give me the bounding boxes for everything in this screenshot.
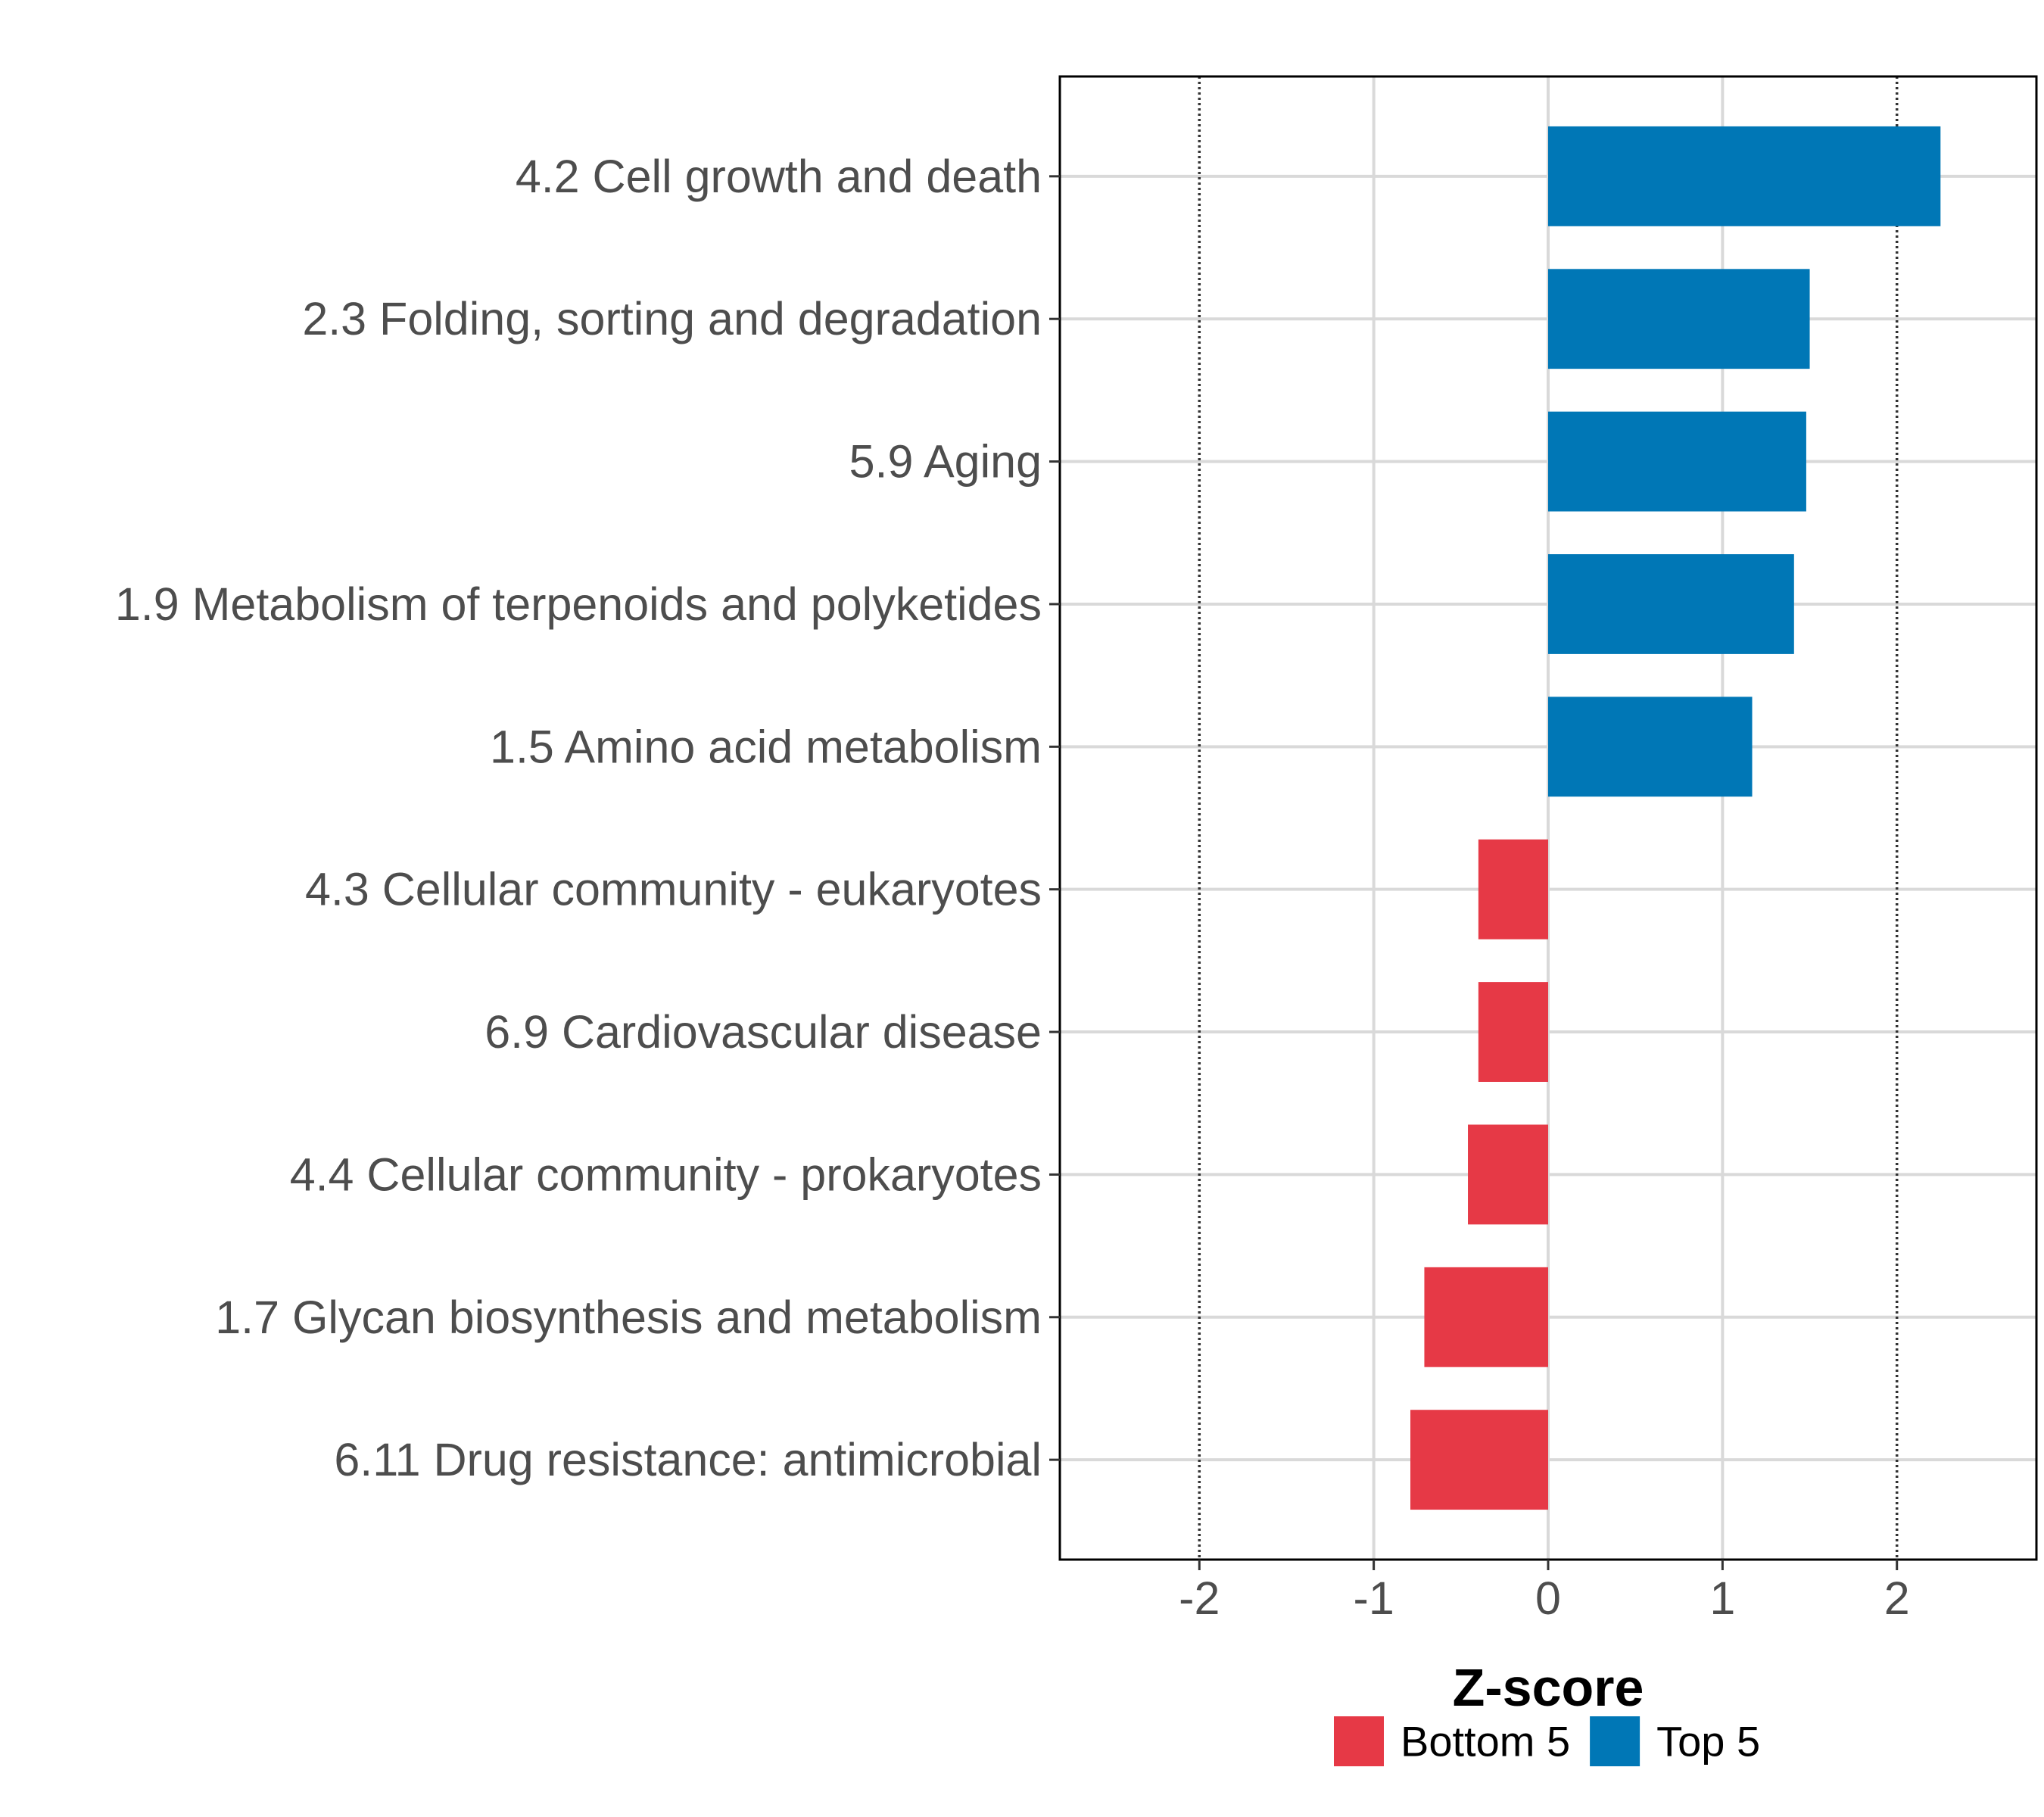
bar	[1548, 554, 1794, 654]
category-label: 2.3 Folding, sorting and degradation	[302, 293, 1042, 344]
bars	[1410, 126, 1941, 1510]
bar	[1478, 839, 1548, 940]
category-label: 1.7 Glycan biosynthesis and metabolism	[215, 1292, 1042, 1343]
category-label: 4.2 Cell growth and death	[516, 151, 1042, 202]
x-tick-label: 2	[1884, 1572, 1910, 1624]
bar	[1548, 411, 1806, 512]
category-label: 4.4 Cellular community - prokaryotes	[290, 1148, 1042, 1200]
category-label: 1.5 Amino acid metabolism	[490, 721, 1042, 772]
y-axis-ticks: 4.2 Cell growth and death 2.3 Folding, so…	[115, 151, 1060, 1485]
legend-label: Top 5	[1656, 1718, 1760, 1766]
bar	[1548, 126, 1941, 226]
bar	[1424, 1267, 1548, 1367]
category-label: 6.9 Cardiovascular disease	[485, 1006, 1042, 1058]
bar	[1548, 697, 1753, 797]
legend-swatch	[1590, 1716, 1640, 1766]
legend: Bottom 5 Top 5	[1334, 1716, 1760, 1766]
x-axis-ticks: -2 -1 0 1 2	[1179, 1560, 1910, 1624]
x-tick-label: 1	[1709, 1572, 1735, 1624]
bar	[1548, 269, 1810, 369]
x-tick-label: -1	[1354, 1572, 1394, 1624]
bar	[1478, 982, 1548, 1082]
x-tick-label: 0	[1535, 1572, 1561, 1624]
legend-swatch	[1334, 1716, 1384, 1766]
reference-lines	[1198, 76, 1899, 1560]
bar	[1468, 1124, 1548, 1225]
category-label: 1.9 Metabolism of terpenoids and polyket…	[115, 578, 1042, 630]
x-tick-label: -2	[1179, 1572, 1220, 1624]
category-label: 6.11 Drug resistance: antimicrobial	[334, 1434, 1042, 1485]
legend-label: Bottom 5	[1401, 1718, 1570, 1766]
category-label: 5.9 Aging	[849, 436, 1042, 488]
x-axis-title: Z-score	[1453, 1658, 1644, 1717]
category-label: 4.3 Cellular community - eukaryotes	[305, 864, 1042, 915]
bar	[1410, 1410, 1548, 1510]
